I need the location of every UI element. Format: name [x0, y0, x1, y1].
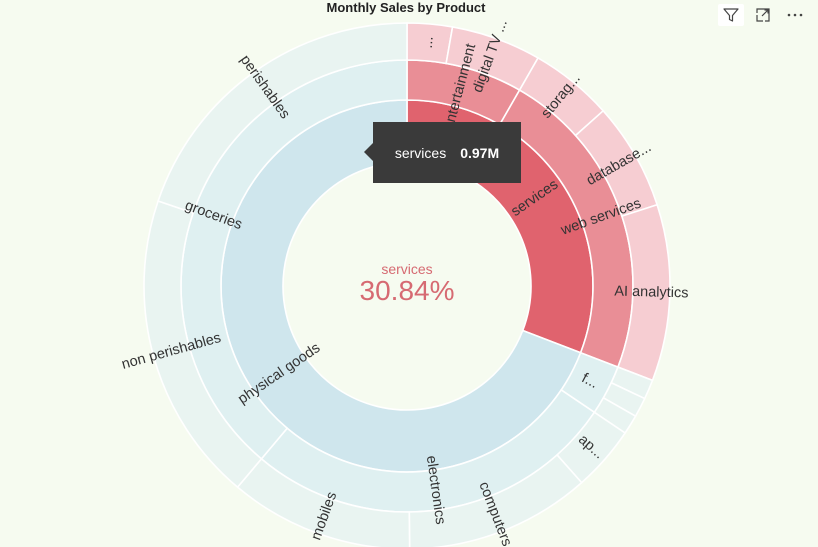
- focus-mode-icon: [756, 8, 770, 22]
- tooltip-value: 0.97M: [460, 144, 500, 161]
- more-options-button[interactable]: [782, 4, 808, 26]
- focus-mode-button[interactable]: [750, 4, 776, 26]
- segment-label-f: f...: [579, 370, 601, 392]
- segment-label-unlabeled: ...: [420, 36, 437, 49]
- more-options-icon: [787, 13, 803, 17]
- segment-2-perishables-12[interactable]: [157, 22, 408, 214]
- hover-tooltip: services 0.97M: [364, 122, 521, 183]
- filter-button[interactable]: [718, 4, 744, 26]
- tooltip-label: services: [394, 144, 447, 161]
- center-percentage-value: 30.84%: [360, 275, 455, 306]
- visual-toolbar: [718, 4, 808, 26]
- center-category-label: services: [381, 261, 432, 277]
- chart-title: Monthly Sales by Product: [326, 0, 486, 15]
- filter-icon: [723, 8, 739, 22]
- segment-label-ai-analytics: AI analytics: [614, 283, 689, 301]
